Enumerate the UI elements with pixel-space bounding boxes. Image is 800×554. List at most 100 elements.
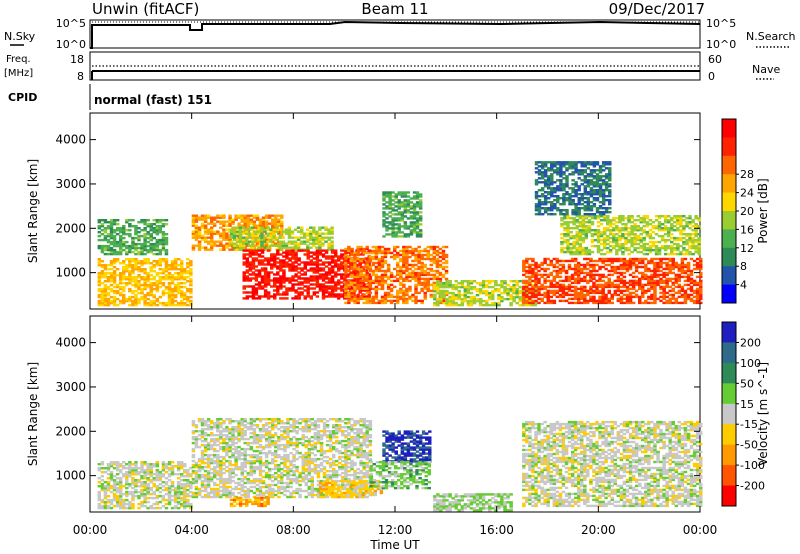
power-cell — [469, 297, 474, 301]
power-cell — [100, 250, 105, 254]
power-cell — [344, 287, 348, 291]
power-cell — [466, 285, 471, 289]
power-cell — [454, 287, 458, 291]
power-cell — [417, 275, 421, 279]
power-cell — [367, 293, 371, 296]
power-cell — [420, 283, 424, 287]
power-cell — [300, 281, 304, 284]
power-cell — [210, 216, 214, 219]
power-cell — [409, 215, 414, 218]
power-cell — [213, 218, 217, 221]
power-cell — [252, 214, 257, 217]
power-cell — [534, 193, 539, 196]
power-cell — [119, 272, 123, 275]
power-cell — [180, 282, 184, 285]
power-cell — [679, 223, 683, 226]
power-cell — [463, 297, 467, 301]
power-cell — [296, 238, 301, 241]
power-cell — [167, 274, 172, 277]
power-cell — [625, 259, 630, 263]
power-cell — [115, 297, 120, 301]
power-cell — [290, 246, 295, 249]
power-cell — [238, 246, 243, 249]
power-cell — [426, 289, 430, 293]
power-cell — [653, 285, 657, 289]
power-cell — [131, 278, 135, 281]
power-cell — [621, 223, 625, 226]
power-cell — [653, 261, 657, 265]
power-cell — [653, 295, 657, 299]
power-cell — [403, 233, 408, 236]
power-cell — [628, 273, 633, 277]
power-cell — [197, 246, 202, 249]
power-cell — [403, 203, 408, 206]
power-cell — [641, 285, 645, 289]
power-cell — [358, 289, 362, 292]
power-cell — [454, 285, 458, 289]
power-cell — [630, 244, 634, 248]
power-cell — [176, 268, 181, 271]
power-cell — [388, 193, 392, 196]
power-cell — [596, 238, 601, 242]
power-cell — [128, 297, 132, 301]
power-cell — [682, 227, 686, 230]
power-cell — [451, 303, 455, 307]
power-cell — [128, 299, 132, 303]
power-cell — [604, 285, 608, 289]
power-cell — [368, 299, 373, 303]
power-cell — [186, 276, 190, 279]
power-cell — [552, 291, 557, 295]
power-cell — [418, 207, 423, 210]
power-cell — [131, 299, 135, 303]
power-cell — [309, 269, 313, 272]
power-cell — [176, 264, 181, 267]
power-cell — [575, 246, 579, 250]
power-cell — [478, 282, 483, 285]
power-cell — [619, 281, 624, 285]
power-cell — [385, 191, 389, 194]
power-cell — [347, 283, 351, 287]
power-cell — [225, 224, 229, 227]
power-cell — [586, 213, 590, 216]
power-cell — [573, 289, 578, 293]
power-cell — [570, 285, 575, 289]
power-cell — [618, 219, 622, 222]
power-cell — [176, 278, 181, 281]
power-cell — [613, 257, 617, 261]
power-cell — [647, 277, 651, 281]
power-cell — [445, 289, 449, 293]
power-cell — [638, 271, 642, 275]
power-cell — [146, 219, 150, 222]
power-cell — [232, 230, 237, 233]
power-cell — [380, 295, 385, 299]
power-cell — [677, 289, 681, 293]
power-cell — [651, 242, 656, 246]
power-cell — [642, 244, 646, 248]
power-cell — [180, 278, 184, 281]
power-cell — [657, 223, 662, 226]
power-cell — [400, 213, 405, 216]
power-cell — [131, 301, 135, 305]
power-cell — [641, 301, 645, 305]
power-cell — [312, 244, 316, 247]
power-cell — [647, 269, 651, 273]
power-cell — [254, 259, 259, 262]
power-cell — [657, 217, 662, 220]
power-cell — [420, 281, 424, 285]
power-cell — [653, 257, 657, 261]
power-cell — [119, 248, 123, 252]
power-cell — [642, 246, 646, 250]
power-cell — [170, 301, 175, 305]
power-cell — [155, 231, 160, 234]
power-cell — [589, 259, 593, 263]
power-cell — [206, 230, 211, 233]
power-cell — [414, 253, 418, 257]
power-cell — [610, 257, 614, 261]
power-cell — [103, 291, 108, 295]
power-cell — [415, 221, 420, 224]
power-cell — [272, 234, 276, 237]
power-cell — [394, 209, 398, 212]
power-cell — [173, 268, 178, 271]
power-cell — [167, 268, 172, 271]
